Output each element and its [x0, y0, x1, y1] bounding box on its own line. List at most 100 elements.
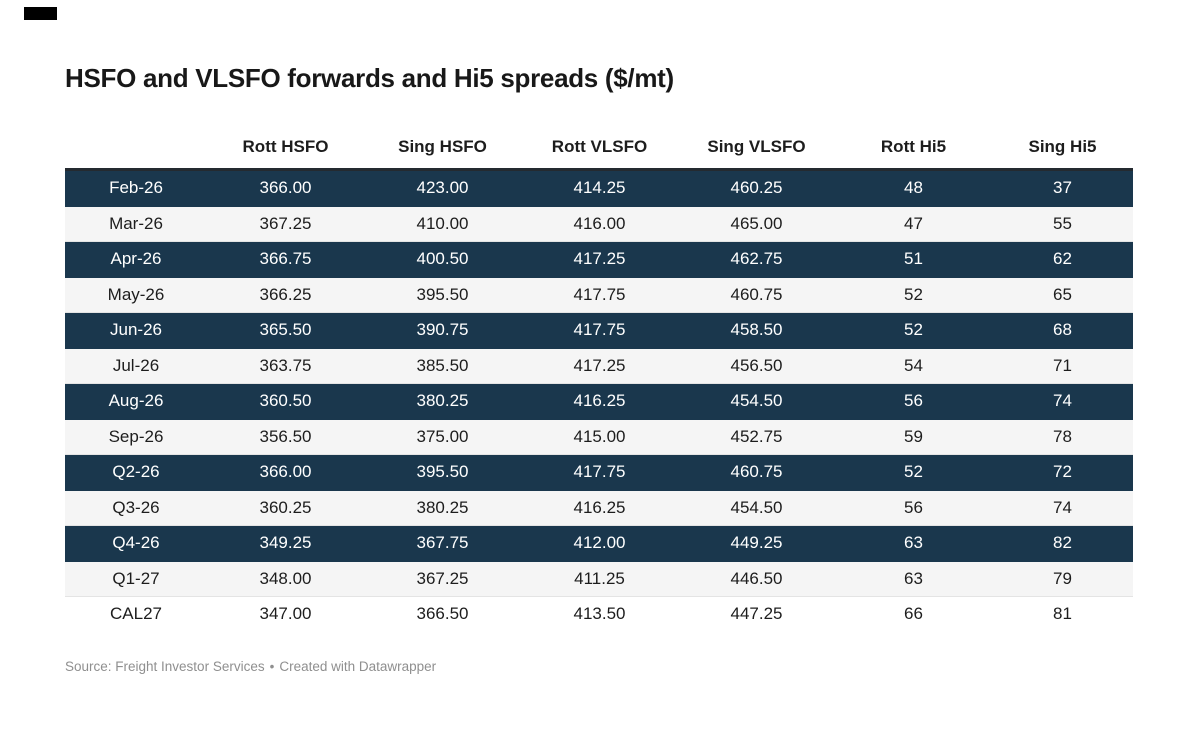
row-label: CAL27: [110, 604, 162, 624]
value-cell: 446.50: [730, 568, 783, 588]
table-row: Q1-27 348.00 367.25 411.25 446.50 63 79: [65, 561, 1133, 597]
value-cell: 79: [1053, 568, 1072, 588]
value-cell: 454.50: [730, 497, 783, 517]
value-cell: 366.00: [259, 178, 312, 198]
value-cell: 54: [904, 355, 923, 375]
value-cell: 454.50: [730, 391, 783, 411]
datawrapper-attribution-link[interactable]: Created with Datawrapper: [279, 659, 437, 674]
value-cell: 51: [904, 249, 923, 269]
value-cell: 68: [1053, 320, 1072, 340]
value-cell: 460.75: [730, 462, 783, 482]
value-cell: 348.00: [259, 568, 312, 588]
table-row: Q4-26 349.25 367.75 412.00 449.25 63 82: [65, 525, 1133, 561]
value-cell: 380.25: [416, 497, 469, 517]
value-cell: 63: [904, 533, 923, 553]
value-cell: 71: [1053, 355, 1072, 375]
value-cell: 417.25: [573, 249, 626, 269]
column-header-sing-hsfo: Sing HSFO: [364, 126, 521, 171]
value-cell: 366.25: [259, 284, 312, 304]
value-cell: 82: [1053, 533, 1072, 553]
value-cell: 417.75: [573, 320, 626, 340]
forwards-table: Rott HSFO Sing HSFO Rott VLSFO Sing VLSF…: [65, 126, 1133, 632]
value-cell: 366.75: [259, 249, 312, 269]
value-cell: 52: [904, 284, 923, 304]
value-cell: 462.75: [730, 249, 783, 269]
table-row: Q3-26 360.25 380.25 416.25 454.50 56 74: [65, 490, 1133, 526]
value-cell: 385.50: [416, 355, 469, 375]
value-cell: 380.25: [416, 391, 469, 411]
footer-separator: •: [269, 659, 275, 674]
value-cell: 460.75: [730, 284, 783, 304]
row-label: Feb-26: [109, 178, 163, 198]
table-header-row: Rott HSFO Sing HSFO Rott VLSFO Sing VLSF…: [65, 126, 1133, 171]
table-row: Feb-26 366.00 423.00 414.25 460.25 48 37: [65, 169, 1133, 206]
value-cell: 56: [904, 497, 923, 517]
value-cell: 37: [1053, 178, 1072, 198]
value-cell: 375.00: [416, 426, 469, 446]
table-body: Feb-26 366.00 423.00 414.25 460.25 48 37 Mar-26…: [65, 169, 1133, 632]
table-row: Jun-26 365.50 390.75 417.75 458.50 52 68: [65, 312, 1133, 348]
value-cell: 356.50: [259, 426, 312, 446]
value-cell: 66: [904, 604, 923, 624]
value-cell: 365.50: [259, 320, 312, 340]
value-cell: 72: [1053, 462, 1072, 482]
value-cell: 417.75: [573, 284, 626, 304]
row-label: Q3-26: [112, 497, 160, 517]
value-cell: 52: [904, 462, 923, 482]
column-header-rott-vlsfo: Rott VLSFO: [521, 126, 678, 171]
value-cell: 367.25: [259, 213, 312, 233]
value-cell: 395.50: [416, 284, 469, 304]
value-cell: 81: [1053, 604, 1072, 624]
value-cell: 56: [904, 391, 923, 411]
value-cell: 456.50: [730, 355, 783, 375]
value-cell: 360.25: [259, 497, 312, 517]
table-row: Mar-26 367.25 410.00 416.00 465.00 47 55: [65, 206, 1133, 242]
value-cell: 416.25: [573, 391, 626, 411]
value-cell: 367.75: [416, 533, 469, 553]
value-cell: 390.75: [416, 320, 469, 340]
value-cell: 47: [904, 213, 923, 233]
value-cell: 366.00: [259, 462, 312, 482]
value-cell: 414.25: [573, 178, 626, 198]
value-cell: 59: [904, 426, 923, 446]
value-cell: 395.50: [416, 462, 469, 482]
value-cell: 447.25: [730, 604, 783, 624]
row-label: Q2-26: [112, 462, 160, 482]
value-cell: 48: [904, 178, 923, 198]
value-cell: 458.50: [730, 320, 783, 340]
screenshot-artifact-mark: [24, 7, 57, 20]
row-label: Q4-26: [112, 533, 160, 553]
column-header-sing-vlsfo: Sing VLSFO: [678, 126, 835, 171]
footer: Source: Freight Investor Services • Create…: [65, 659, 436, 674]
value-cell: 366.50: [416, 604, 469, 624]
value-cell: 360.50: [259, 391, 312, 411]
value-cell: 411.25: [574, 568, 625, 588]
value-cell: 400.50: [416, 249, 469, 269]
table-row: Sep-26 356.50 375.00 415.00 452.75 59 78: [65, 419, 1133, 455]
value-cell: 363.75: [259, 355, 312, 375]
value-cell: 423.00: [416, 178, 469, 198]
table-row: Q2-26 366.00 395.50 417.75 460.75 52 72: [65, 454, 1133, 490]
row-label: Q1-27: [112, 568, 160, 588]
table-row: Jul-26 363.75 385.50 417.25 456.50 54 71: [65, 348, 1133, 384]
chart-title: HSFO and VLSFO forwards and Hi5 spreads …: [65, 63, 674, 93]
value-cell: 417.25: [573, 355, 626, 375]
value-cell: 62: [1053, 249, 1072, 269]
value-cell: 55: [1053, 213, 1072, 233]
value-cell: 416.00: [573, 213, 626, 233]
value-cell: 413.50: [573, 604, 626, 624]
column-header-rott-hsfo: Rott HSFO: [207, 126, 364, 171]
value-cell: 416.25: [573, 497, 626, 517]
value-cell: 449.25: [730, 533, 783, 553]
table-row: CAL27 347.00 366.50 413.50 447.25 66 81: [65, 596, 1133, 632]
source-label: Source: Freight Investor Services: [65, 659, 265, 674]
value-cell: 74: [1053, 497, 1072, 517]
value-cell: 52: [904, 320, 923, 340]
row-label: Apr-26: [110, 249, 162, 269]
value-cell: 367.25: [416, 568, 469, 588]
column-header-sing-hi5: Sing Hi5: [992, 126, 1133, 171]
value-cell: 347.00: [259, 604, 312, 624]
value-cell: 65: [1053, 284, 1072, 304]
value-cell: 452.75: [730, 426, 783, 446]
column-header-rott-hi5: Rott Hi5: [835, 126, 992, 171]
